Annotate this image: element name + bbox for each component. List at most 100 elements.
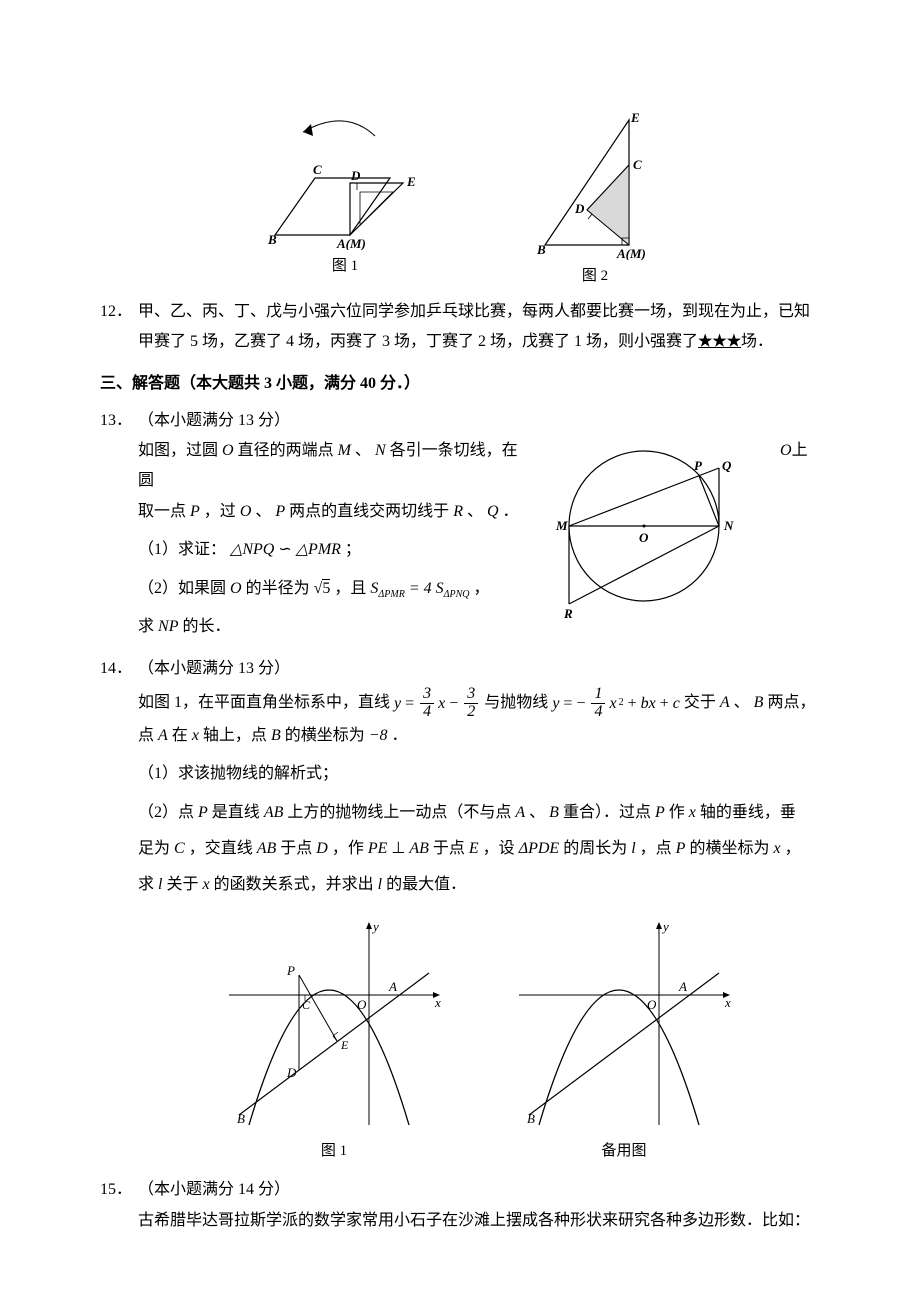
- figure-2-caption: 图 2: [582, 262, 608, 291]
- problem-15-line1: 古希腊毕达哥拉斯学派的数学家常用小石子在沙滩上摆成各种形状来研究各种多边形数．比…: [138, 1206, 820, 1236]
- svg-text:P: P: [286, 963, 295, 978]
- p14s3e: 于点: [433, 840, 465, 857]
- p14-x4: x: [202, 876, 209, 893]
- p14-l2b: 在: [172, 727, 188, 744]
- svg-text:A(M): A(M): [616, 246, 646, 260]
- p14s4c: 的函数关系式，并求出: [214, 876, 374, 893]
- p13-s2e: 求: [138, 618, 154, 635]
- p13-l2d: 两点的直线交两切线于: [289, 503, 449, 520]
- svg-text:B: B: [237, 1111, 245, 1126]
- p14-l3: l: [378, 876, 382, 893]
- p13-l2f: ．: [503, 503, 519, 520]
- f1n: 3: [420, 686, 434, 704]
- p14s2a: （2）点: [138, 804, 194, 821]
- problem-12-body: 甲、乙、丙、丁、戊与小强六位同学参加乒乓球比赛，每两人都要比赛一场，到现在为止，…: [138, 297, 820, 358]
- p13-O-1: O: [222, 442, 234, 459]
- p14-l2: l: [158, 876, 162, 893]
- p14-AB: AB: [264, 804, 284, 821]
- problem-12-num: 12．: [100, 297, 138, 358]
- svg-text:A(M): A(M): [336, 236, 366, 250]
- p13-eq4: = 4: [409, 580, 432, 597]
- p14-A3: A: [515, 804, 525, 821]
- p13-l1b: 直径的两端点: [238, 442, 334, 459]
- svg-text:R: R: [563, 606, 573, 621]
- p14-l1b: 与抛物线: [484, 694, 548, 711]
- p13-P: P: [190, 503, 200, 520]
- svg-text:Q: Q: [722, 458, 732, 473]
- p14-P: P: [198, 804, 208, 821]
- p13-l2c: 、: [255, 503, 271, 520]
- f3n: 1: [591, 686, 605, 704]
- figure-row-top: C D E B A(M) 图 1 E C D B A(M) 图: [100, 110, 820, 291]
- p14-l1a: 如图 1，在平面直角坐标系中，直线: [138, 694, 390, 711]
- svg-text:E: E: [340, 1038, 349, 1052]
- p14s3i: 的横坐标为: [689, 840, 769, 857]
- eq2eq: = −: [563, 686, 585, 721]
- section-3-title: 三、解答题（本大题共 3 小题，满分 40 分．）: [100, 369, 820, 399]
- eq2bx: bx: [641, 686, 656, 721]
- p13-s2c: ，且: [334, 580, 366, 597]
- eq2p2: +: [660, 686, 669, 721]
- problem-13-body: （本小题满分 13 分） 如图，过圆 O 直径的两端点 M 、 N 各引一条切线…: [138, 406, 820, 651]
- problem-14: 14． （本小题满分 13 分） 如图 1，在平面直角坐标系中，直线 y = 3…: [100, 654, 820, 1171]
- problem-13-num: 13．: [100, 406, 138, 651]
- svg-text:P: P: [694, 458, 703, 473]
- p14-B: B: [754, 694, 764, 711]
- figure-1-caption: 图 1: [332, 252, 358, 281]
- p13-P-2: P: [275, 503, 285, 520]
- p14-l2a: 点: [138, 727, 154, 744]
- svg-text:A: A: [678, 979, 687, 994]
- p13-M: M: [338, 442, 351, 459]
- figure-parabola-1-caption: 图 1: [321, 1137, 347, 1166]
- p14-l2c: 轴上，点: [203, 727, 267, 744]
- svg-text:O: O: [357, 997, 367, 1012]
- figure-2-svg: E C D B A(M): [525, 110, 665, 260]
- figure-parabola-1: y x O A B P C D E 图 1: [219, 915, 449, 1166]
- svg-text:C: C: [313, 162, 322, 177]
- p14s4a: 求: [138, 876, 154, 893]
- eq1m: −: [449, 686, 458, 721]
- p13-l1a: 如图，过圆: [138, 442, 218, 459]
- svg-text:C: C: [302, 998, 311, 1012]
- p14s2e: 重合）．过点: [563, 804, 651, 821]
- p14-D: D: [316, 840, 328, 857]
- p13-tri1: △NPQ: [230, 541, 274, 558]
- p14-l1d: 、: [734, 694, 750, 711]
- p14-x2: x: [689, 804, 696, 821]
- p14-l1c: 交于: [684, 694, 716, 711]
- p14-AB3: AB: [409, 840, 429, 857]
- eq1x: x: [438, 686, 445, 721]
- p13-s2b: 的半径为: [246, 580, 310, 597]
- svg-text:O: O: [647, 997, 657, 1012]
- p13-s2d: ，: [473, 580, 489, 597]
- figure-row-parabola: y x O A B P C D E 图 1: [138, 915, 820, 1166]
- p14s2g: 轴的垂线，垂: [700, 804, 796, 821]
- figure-1-col: C D E B A(M) 图 1: [255, 110, 435, 291]
- p14-perp: ⊥: [391, 840, 405, 857]
- f2d: 2: [464, 704, 478, 721]
- svg-text:x: x: [724, 995, 731, 1010]
- eq2p1: +: [628, 686, 637, 721]
- p14s2f: 作: [669, 804, 685, 821]
- f1d: 4: [420, 704, 434, 721]
- eq1y: y: [394, 686, 401, 721]
- p14-l1e: 两点，: [767, 694, 815, 711]
- p13-NP: NP: [158, 618, 178, 635]
- p13-O-3: O: [230, 580, 242, 597]
- p14-A2: A: [158, 727, 168, 744]
- problem-15-body: （本小题满分 14 分） 古希腊毕达哥拉斯学派的数学家常用小石子在沙滩上摆成各种…: [138, 1175, 820, 1236]
- p13-l2a: 取一点: [138, 503, 186, 520]
- p13-l2b: ，过: [204, 503, 236, 520]
- p13-subPNQ: ΔPNQ: [444, 589, 470, 600]
- p13-subPMR: ΔPMR: [378, 589, 404, 600]
- problem-14-body: （本小题满分 13 分） 如图 1，在平面直角坐标系中，直线 y = 34 x …: [138, 654, 820, 1171]
- svg-text:N: N: [723, 518, 734, 533]
- problem-12-text-b: 场．: [741, 333, 773, 350]
- svg-text:C: C: [633, 157, 642, 172]
- p14s3b: ，交直线: [189, 840, 253, 857]
- eq2y: y: [552, 686, 559, 721]
- problem-12-stars: ★★★: [698, 333, 741, 350]
- p14s4d: 的最大值．: [386, 876, 466, 893]
- svg-text:B: B: [527, 1111, 535, 1126]
- p14-x3: x: [773, 840, 780, 857]
